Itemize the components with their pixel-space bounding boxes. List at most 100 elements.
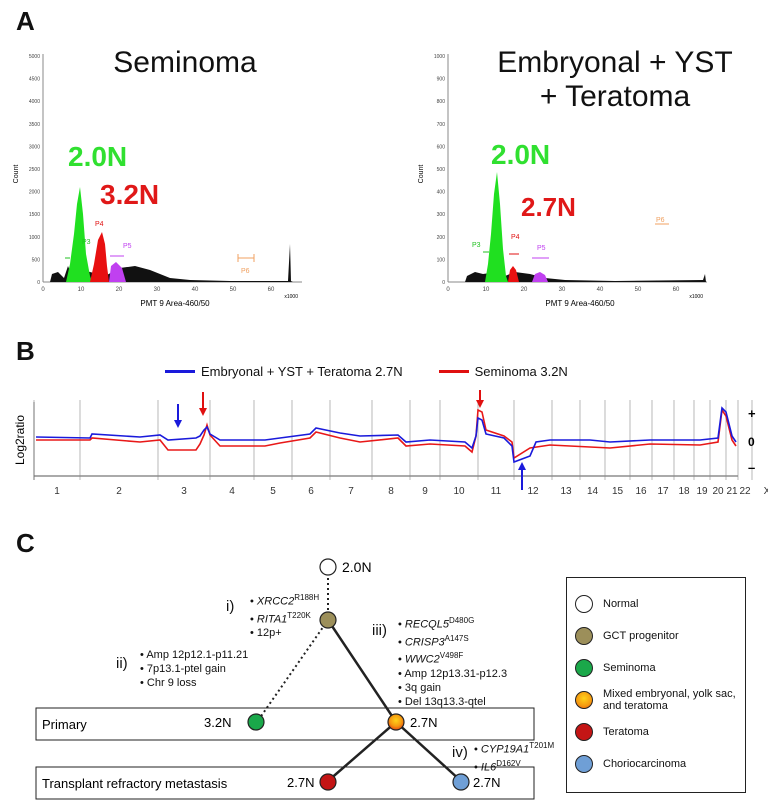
- xtick-label: 60: [673, 287, 680, 293]
- node-gct-progenitor: [319, 611, 337, 629]
- chromosome-label: 11: [491, 486, 502, 497]
- xtick-label: 50: [635, 287, 642, 293]
- histogram-1-peak-2n: [66, 187, 92, 282]
- legend-dot-icon: [575, 595, 593, 613]
- ytick-label: 200: [437, 235, 446, 241]
- ytick-label: 2500: [29, 167, 40, 173]
- notes-iv: • CYP19A1T201M • IL6D162V: [474, 741, 555, 774]
- note-i-text-3: 12p+: [256, 627, 282, 640]
- chromosome-label: 19: [696, 486, 708, 497]
- legend-label: Normal: [603, 598, 639, 610]
- chromosome-label: 21: [726, 486, 738, 497]
- histogram-1-peak-3n: [90, 232, 109, 282]
- node-normal: [319, 558, 337, 576]
- ytick-label: 3500: [29, 122, 40, 128]
- legend-dot-icon: [575, 659, 593, 677]
- roman-ii: ii): [116, 655, 128, 672]
- ytick-label: 5000: [29, 54, 40, 60]
- gate2-p6: P6: [656, 217, 665, 224]
- histogram-2-title-line2: + Teratoma: [539, 80, 691, 113]
- peak-label-3-2n: 3.2N: [100, 179, 159, 210]
- legend-label: GCT progenitor: [603, 630, 679, 642]
- gate-p3: P3: [82, 239, 91, 246]
- xtick-label: 50: [230, 287, 237, 293]
- xtick-label: 0: [446, 287, 450, 293]
- chromosome-label: 4: [229, 486, 235, 497]
- chromosome-label: 9: [422, 486, 428, 497]
- legend-dot-icon: [575, 627, 593, 645]
- legend-label: Mixed embryonal, yolk sac, and teratoma: [603, 688, 736, 712]
- node-teratoma: [319, 773, 337, 791]
- chromosome-label: 3: [181, 486, 187, 497]
- note-ii-3: Chr 9 loss: [146, 677, 197, 689]
- chromosome-label: 13: [560, 486, 572, 497]
- chromosome-label: 2: [116, 486, 122, 497]
- histogram-1-peak-p5: [109, 262, 126, 282]
- gate2-p5: P5: [537, 245, 546, 252]
- note-iii-mut-3: V498F: [439, 651, 464, 661]
- cnv-red-trace: [36, 407, 737, 460]
- note-iii-gene-2: CRISP3: [404, 636, 445, 649]
- edge-mixed-chorio: [395, 721, 462, 782]
- cnv-ylabel: Log2ratio: [13, 415, 27, 465]
- primary-box: [35, 707, 535, 741]
- note-iii-mut-2: A147S: [444, 633, 469, 643]
- edge-progenitor-mixed: [326, 619, 398, 723]
- cnv-plot: Log2ratio 1 2 3 4 5 6 7 8 9 10 11 12 13 14 15 16 17 18 19 2…: [13, 390, 768, 497]
- legend-dot-icon: [575, 755, 593, 773]
- chromosome-label: X: [764, 486, 768, 497]
- node-teratoma-label: 2.7N: [287, 775, 314, 790]
- phylogeny-tree: Primary Transplant refractory metastasis…: [35, 558, 535, 800]
- ytick-label: 1500: [29, 212, 40, 218]
- ytick-label: 500: [32, 257, 41, 263]
- chromosome-label: 18: [678, 486, 690, 497]
- peak2-label-2n: 2.0N: [491, 139, 550, 170]
- legend-label-blue: Embryonal + YST + Teratoma 2.7N: [201, 364, 403, 379]
- legend-label-red: Seminoma 3.2N: [474, 364, 568, 379]
- chromosome-label: 15: [612, 486, 624, 497]
- ytick-label: 4000: [29, 99, 40, 105]
- ytick-label: 700: [437, 122, 446, 128]
- legend-swatch-blue: [165, 370, 195, 373]
- note-iii-gene-3: WWC2: [404, 653, 440, 666]
- node-chorio: [452, 773, 470, 791]
- xtick-label: 10: [78, 287, 85, 293]
- chromosome-label: 1: [54, 486, 60, 497]
- ytick-label: 4500: [29, 77, 40, 83]
- xtick-label: 20: [521, 287, 528, 293]
- note-i-gene-2: RITA1: [256, 613, 288, 626]
- ytick-label: 300: [437, 212, 446, 218]
- ytick-label: 0: [442, 280, 445, 286]
- primary-label: Primary: [42, 717, 87, 732]
- gate-p5: P5: [123, 243, 132, 250]
- chromosome-label: 20: [712, 486, 724, 497]
- panel-label-c: C: [16, 528, 35, 558]
- ytick-label: 500: [437, 167, 446, 173]
- xtick-label: 20: [116, 287, 123, 293]
- ytick-label: 3000: [29, 144, 40, 150]
- histogram-2-xunit: x1000: [689, 294, 703, 300]
- cnv-blue-trace: [35, 406, 737, 464]
- histogram-1: 5000450040003500300025002000150010005000…: [13, 54, 302, 308]
- note-iii-gene-1: RECQL5: [404, 618, 449, 631]
- xtick-label: 40: [192, 287, 199, 293]
- roman-i: i): [226, 598, 235, 615]
- ytick-label: 1000: [434, 54, 445, 60]
- chromosome-label: 17: [657, 486, 669, 497]
- histogram-1-title: Seminoma: [113, 46, 257, 79]
- xtick-label: 30: [154, 287, 161, 293]
- ytick-label: 2000: [29, 190, 40, 196]
- note-ii-2: 7p13.1-ptel gain: [146, 663, 226, 675]
- legend-item: Teratoma: [575, 716, 737, 748]
- note-iii-mut-1: D480G: [448, 616, 475, 625]
- notes-ii: • Amp 12p12.1-p11.21 • 7p13.1-ptel gain …: [140, 649, 249, 689]
- metastasis-box: [35, 766, 535, 800]
- edge-mixed-teratoma: [327, 721, 397, 782]
- legend-label: Teratoma: [603, 726, 649, 738]
- histogram-2-peak-2-7n: [508, 266, 519, 282]
- node-mixed: [387, 713, 405, 731]
- note-iv-mut-2: D162V: [496, 758, 521, 768]
- gate2-p4: P4: [511, 234, 520, 241]
- ytick-label: 0: [37, 280, 40, 286]
